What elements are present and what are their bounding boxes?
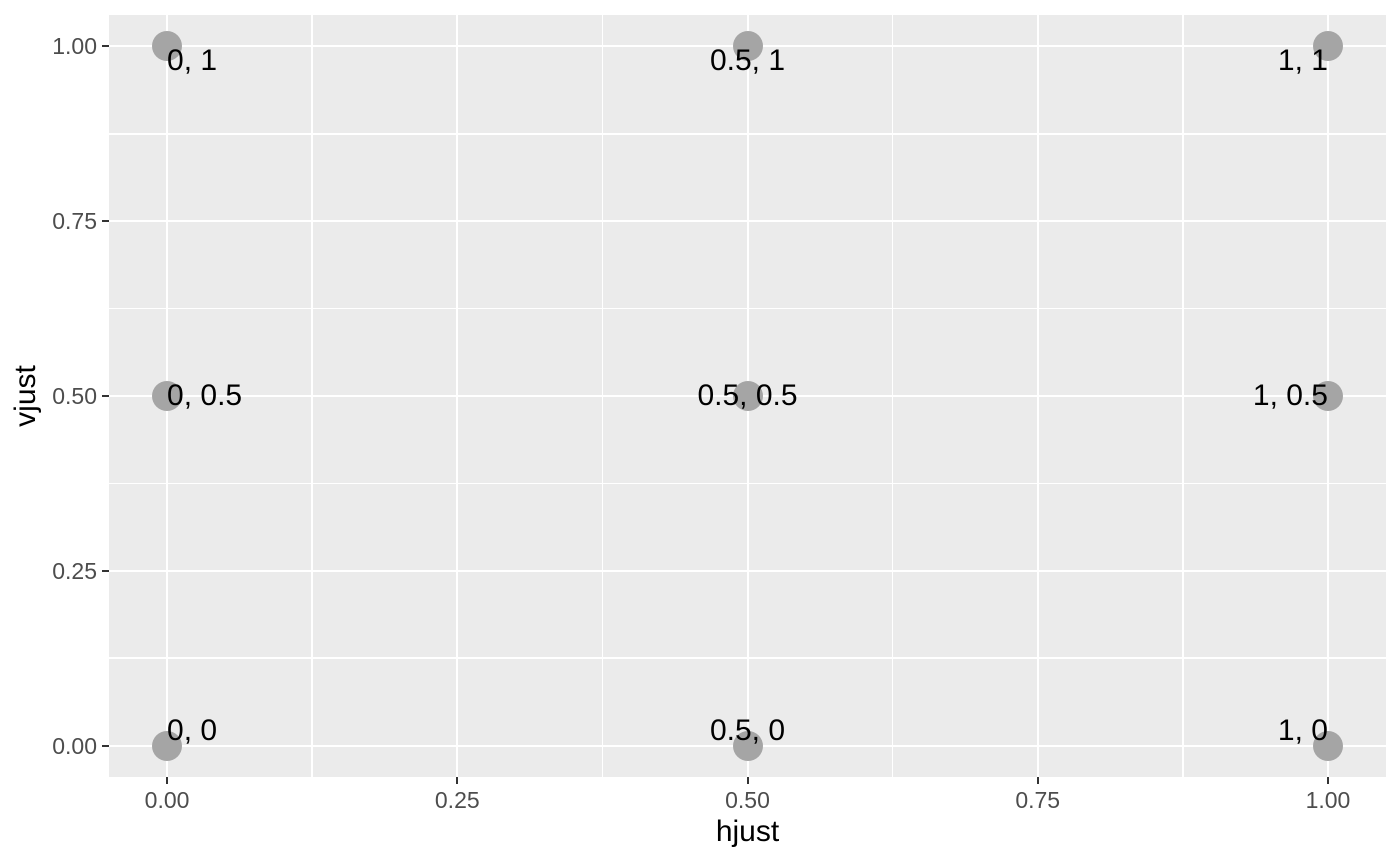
point-label: 0, 0	[167, 713, 218, 747]
y-axis-tick	[102, 744, 109, 747]
point-label: 0, 1	[167, 44, 218, 78]
point-label: 0.5, 0.5	[697, 379, 798, 412]
x-axis-tick-label: 0.75	[1015, 787, 1061, 813]
data-point	[732, 31, 763, 62]
x-axis-tick	[166, 777, 169, 784]
y-axis-tick-label: 0.00	[52, 732, 97, 759]
y-axis-tick	[102, 220, 109, 223]
data-point	[1312, 381, 1343, 411]
y-axis-title: vjust	[9, 365, 42, 427]
point-label: 1, 0.5	[1252, 379, 1328, 412]
y-axis-tick	[102, 45, 109, 48]
point-label: 0.5, 0	[709, 713, 786, 747]
point-label: 1, 0	[1277, 713, 1328, 747]
x-axis-tick	[1036, 777, 1039, 784]
x-axis-tick	[1326, 777, 1329, 784]
point-label: 1, 1	[1277, 44, 1328, 78]
point-label: 0, 0.5	[167, 379, 243, 412]
y-axis-tick-label: 0.25	[52, 557, 97, 584]
data-point	[732, 730, 763, 761]
data-point	[152, 730, 183, 761]
data-point	[152, 381, 183, 411]
x-axis-tick	[746, 777, 749, 784]
y-axis-tick-label: 1.00	[52, 33, 97, 60]
plot-panel: 0, 0 0.5, 0 1, 0 0, 0.5 0.5, 0.5 1, 0.5 0, 1 0.…	[109, 15, 1386, 777]
data-point	[732, 381, 763, 411]
x-axis-tick-label: 0.00	[144, 787, 190, 813]
x-axis-tick-label: 0.50	[725, 787, 770, 813]
y-axis-tick	[102, 395, 109, 397]
point-label: 0.5, 1	[709, 44, 786, 78]
data-point	[1312, 730, 1343, 761]
major-gridline-y	[109, 220, 1386, 223]
y-axis-tick-label: 0.50	[52, 383, 97, 409]
major-gridline-y	[109, 569, 1386, 572]
data-point	[1312, 31, 1343, 62]
x-axis-tick	[456, 777, 459, 784]
y-axis-tick	[102, 569, 109, 572]
x-axis-title: hjust	[715, 815, 780, 848]
y-axis-tick-label: 0.75	[52, 208, 97, 235]
x-axis-tick-label: 0.25	[434, 787, 480, 813]
x-axis-tick-label: 1.00	[1305, 787, 1351, 813]
data-point	[152, 31, 183, 62]
